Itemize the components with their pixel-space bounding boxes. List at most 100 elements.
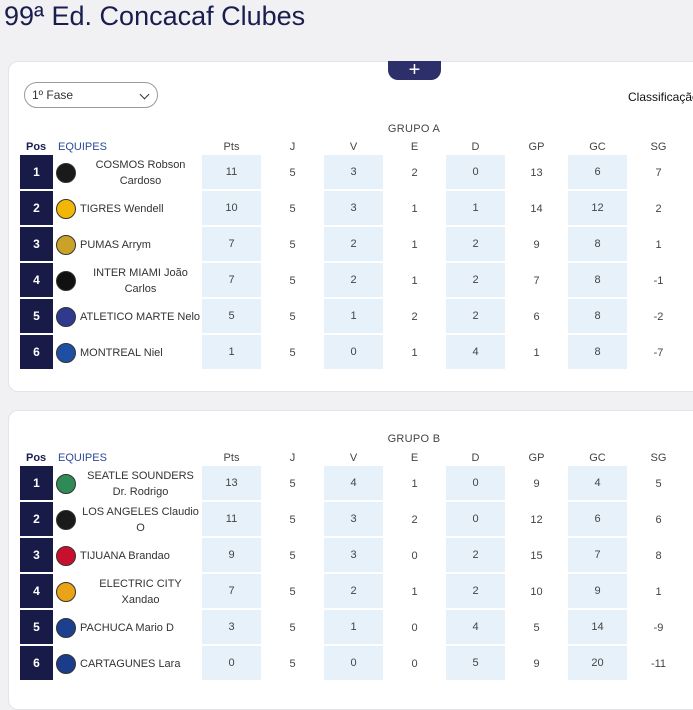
team-cell[interactable]: ELECTRIC CITY Xandao [56,574,201,610]
gp-cell: 1 [533,347,540,359]
team-name[interactable]: MONTREAL Niel [80,347,163,359]
table-row[interactable]: 2 TIGRES Wendell 10 5 3 1 1 14 12 2 [20,191,689,227]
table-row[interactable]: 6 MONTREAL Niel 1 5 0 1 4 1 8 -7 [20,335,689,371]
v-cell: 3 [323,191,384,227]
sg-cell: -1 [653,275,664,287]
team-cell[interactable]: MONTREAL Niel [56,335,201,371]
sg-header: SG [650,141,667,153]
table-row[interactable]: 3 TIJUANA Brandao 9 5 3 0 2 15 7 8 [20,538,689,574]
table-row[interactable]: 5 ATLETICO MARTE Nelo 5 5 1 2 2 6 8 -2 [20,299,689,335]
team-cell[interactable]: CARTAGUNES Lara [56,646,201,682]
team-cell[interactable]: PACHUCA Mario D [56,610,201,646]
gc-cell: 4 [567,466,628,502]
team-name[interactable]: SEATLE SOUNDERS Dr. Rodrigo [87,470,194,498]
team-cell[interactable]: TIJUANA Brandao [56,538,201,574]
table-row[interactable]: 5 PACHUCA Mario D 3 5 1 0 4 5 14 -9 [20,610,689,646]
sg-cell: 5 [655,478,662,490]
pos-cell: 2 [20,191,56,227]
team-name[interactable]: PACHUCA Mario D [80,622,174,634]
pts-cell: 11 [201,502,262,538]
j-cell: 5 [289,658,296,670]
table-row[interactable]: 4 ELECTRIC CITY Xandao 7 5 2 1 2 10 9 1 [20,574,689,610]
e-cell: 0 [411,658,418,670]
sg-header: SG [650,452,667,464]
d-cell: 5 [445,646,506,682]
gc-cell: 14 [567,610,628,646]
phase-select[interactable]: 1º Fase [24,82,158,108]
sg-cell: -7 [653,347,664,359]
gp-cell: 6 [533,311,540,323]
e-cell: 1 [411,203,418,215]
gc-cell: 8 [567,335,628,371]
pos-cell: 1 [20,466,56,502]
position-badge: 4 [20,574,53,608]
pts-cell: 13 [201,466,262,502]
position-badge: 4 [20,263,53,297]
e-header: E [410,141,419,153]
team-cell[interactable]: COSMOS Robson Cardoso [56,155,201,191]
pos-cell: 2 [20,502,56,538]
team-name[interactable]: INTER MIAMI João Carlos [93,267,188,295]
seattle-sounders-crest-icon [56,474,76,494]
table-row[interactable]: 2 LOS ANGELES Claudio O 11 5 3 2 0 12 6 6 [20,502,689,538]
pumas-crest-icon [56,235,76,255]
j-header: J [289,141,296,153]
team-cell[interactable]: ATLETICO MARTE Nelo [56,299,201,335]
team-header: EQUIPES [58,452,107,464]
sg-cell: 2 [655,203,662,215]
pos-cell: 3 [20,538,56,574]
team-name[interactable]: LOS ANGELES Claudio O [82,506,199,534]
group-b-card: GRUPO B Pos EQUIPES Pts J V E D GP GC SG 1 SEATLE S… [8,410,693,710]
pos-cell: 5 [20,299,56,335]
table-row[interactable]: 1 SEATLE SOUNDERS Dr. Rodrigo 13 5 4 1 0 9 4 5 [20,466,689,502]
gp-header: GP [528,141,545,153]
pos-header: Pos [26,452,47,464]
team-cell[interactable]: SEATLE SOUNDERS Dr. Rodrigo [56,466,201,502]
j-cell: 5 [289,622,296,634]
table-row[interactable]: 3 PUMAS Arrym 7 5 2 1 2 9 8 1 [20,227,689,263]
classification-link[interactable]: Classificação [628,90,693,104]
j-cell: 5 [289,311,296,323]
team-name[interactable]: PUMAS Arrym [80,239,151,251]
table-row[interactable]: 6 CARTAGUNES Lara 0 5 0 0 5 9 20 -11 [20,646,689,682]
team-cell[interactable]: PUMAS Arrym [56,227,201,263]
gc-cell: 7 [567,538,628,574]
gp-cell: 7 [533,275,540,287]
pos-cell: 5 [20,610,56,646]
j-cell: 5 [289,514,296,526]
pts-cell: 7 [201,263,262,299]
team-name[interactable]: TIJUANA Brandao [80,550,170,562]
d-cell: 2 [445,299,506,335]
gp-cell: 12 [530,514,543,526]
table-row[interactable]: 4 INTER MIAMI João Carlos 7 5 2 1 2 7 8 -1 [20,263,689,299]
j-cell: 5 [289,586,296,598]
sg-cell: 6 [655,514,662,526]
j-cell: 5 [289,167,296,179]
v-cell: 2 [323,263,384,299]
expand-button[interactable]: + [388,60,441,80]
phase-select-value: 1º Fase [32,88,74,102]
header-row: Pos EQUIPES Pts J V E D GP GC SG [20,450,689,466]
gc-cell: 9 [567,574,628,610]
gp-cell: 14 [530,203,543,215]
team-cell[interactable]: TIGRES Wendell [56,191,201,227]
v-cell: 3 [323,538,384,574]
sg-cell: 1 [655,586,662,598]
table-row[interactable]: 1 COSMOS Robson Cardoso 11 5 3 2 0 13 6 7 [20,155,689,191]
team-name[interactable]: ATLETICO MARTE Nelo [80,311,201,323]
team-name[interactable]: TIGRES Wendell [80,203,164,215]
gc-cell: 20 [567,646,628,682]
team-name[interactable]: CARTAGUNES Lara [80,658,181,670]
sg-cell: 8 [655,550,662,562]
gc-cell: 8 [567,227,628,263]
v-cell: 1 [323,299,384,335]
team-name[interactable]: COSMOS Robson Cardoso [95,159,186,187]
v-cell: 0 [323,335,384,371]
j-cell: 5 [289,275,296,287]
team-cell[interactable]: LOS ANGELES Claudio O [56,502,201,538]
pts-cell: 7 [201,227,262,263]
team-name[interactable]: ELECTRIC CITY Xandao [99,578,182,606]
v-cell: 3 [323,502,384,538]
team-cell[interactable]: INTER MIAMI João Carlos [56,263,201,299]
e-cell: 2 [411,514,418,526]
